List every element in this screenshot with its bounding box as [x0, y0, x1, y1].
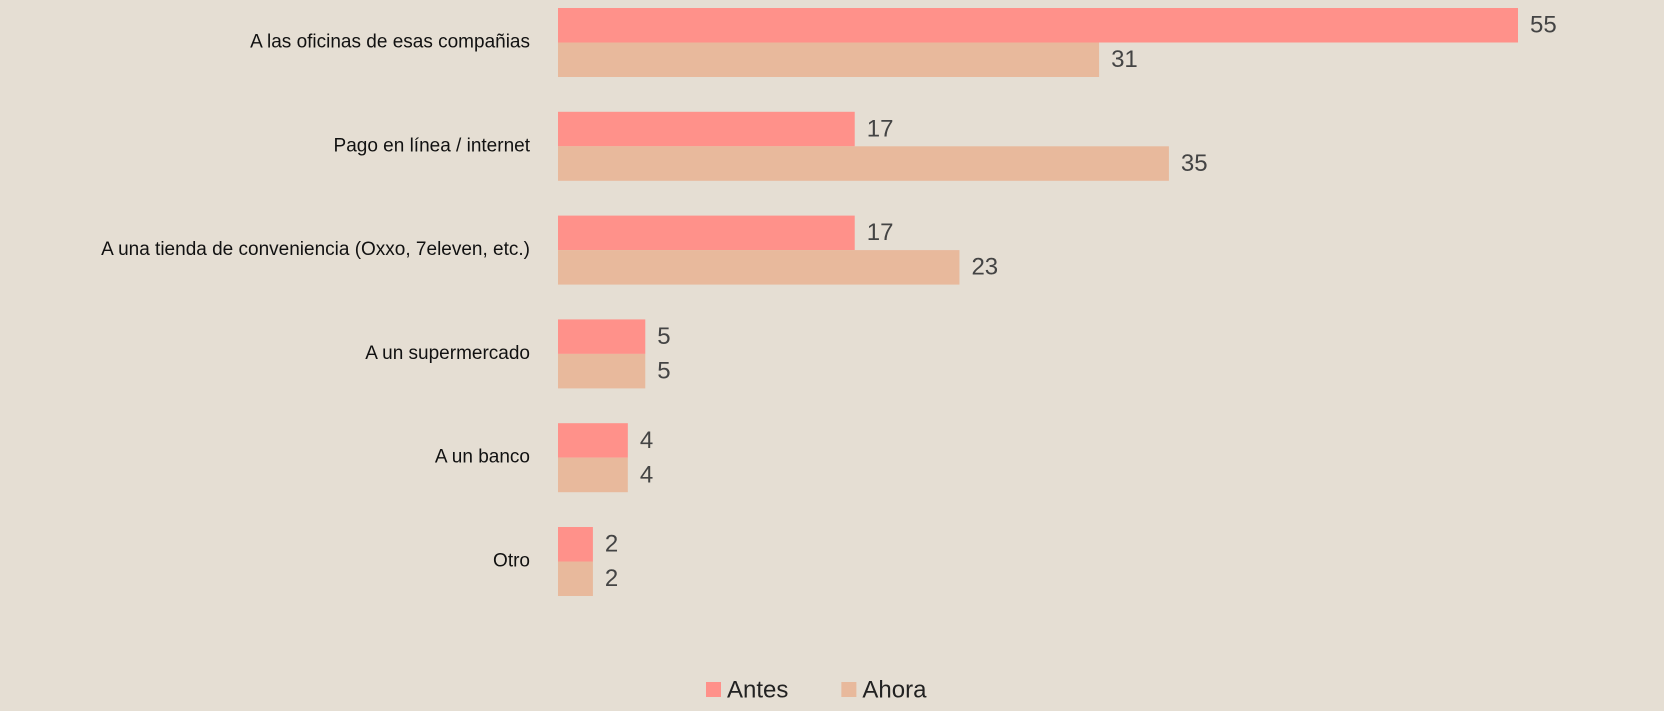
legend-swatch	[706, 682, 721, 697]
value-label: 4	[640, 461, 653, 488]
value-label: 2	[605, 531, 618, 558]
bar	[558, 319, 646, 354]
legend-swatch	[841, 682, 857, 697]
value-label: 5	[657, 323, 670, 350]
value-label: 5	[657, 357, 670, 384]
value-label: 23	[971, 254, 998, 281]
value-label: 31	[1111, 46, 1138, 73]
category-label: A un banco	[435, 447, 530, 468]
category-label: A una tienda de conveniencia (Oxxo, 7ele…	[101, 239, 530, 260]
value-label: 17	[867, 115, 894, 142]
bar	[558, 215, 855, 251]
bar	[558, 146, 1169, 181]
bar	[558, 42, 1100, 77]
legend-label: Ahora	[862, 676, 927, 703]
bar	[558, 423, 628, 458]
category-label: A un supermercado	[365, 343, 530, 364]
bar	[558, 527, 593, 562]
value-label: 2	[605, 565, 618, 592]
category-label: Otro	[493, 551, 530, 572]
bar	[558, 111, 855, 147]
value-label: 4	[640, 427, 653, 454]
bar	[558, 353, 646, 389]
bar	[558, 250, 960, 285]
legend-label: Antes	[727, 676, 788, 703]
value-label: 55	[1530, 12, 1557, 39]
bar	[558, 561, 593, 596]
value-label: 17	[867, 219, 894, 246]
category-label: A las oficinas de esas compañias	[250, 32, 530, 53]
value-label: 35	[1181, 150, 1208, 177]
bar	[558, 8, 1518, 43]
bar	[558, 457, 628, 493]
category-label: Pago en línea / internet	[334, 135, 531, 156]
